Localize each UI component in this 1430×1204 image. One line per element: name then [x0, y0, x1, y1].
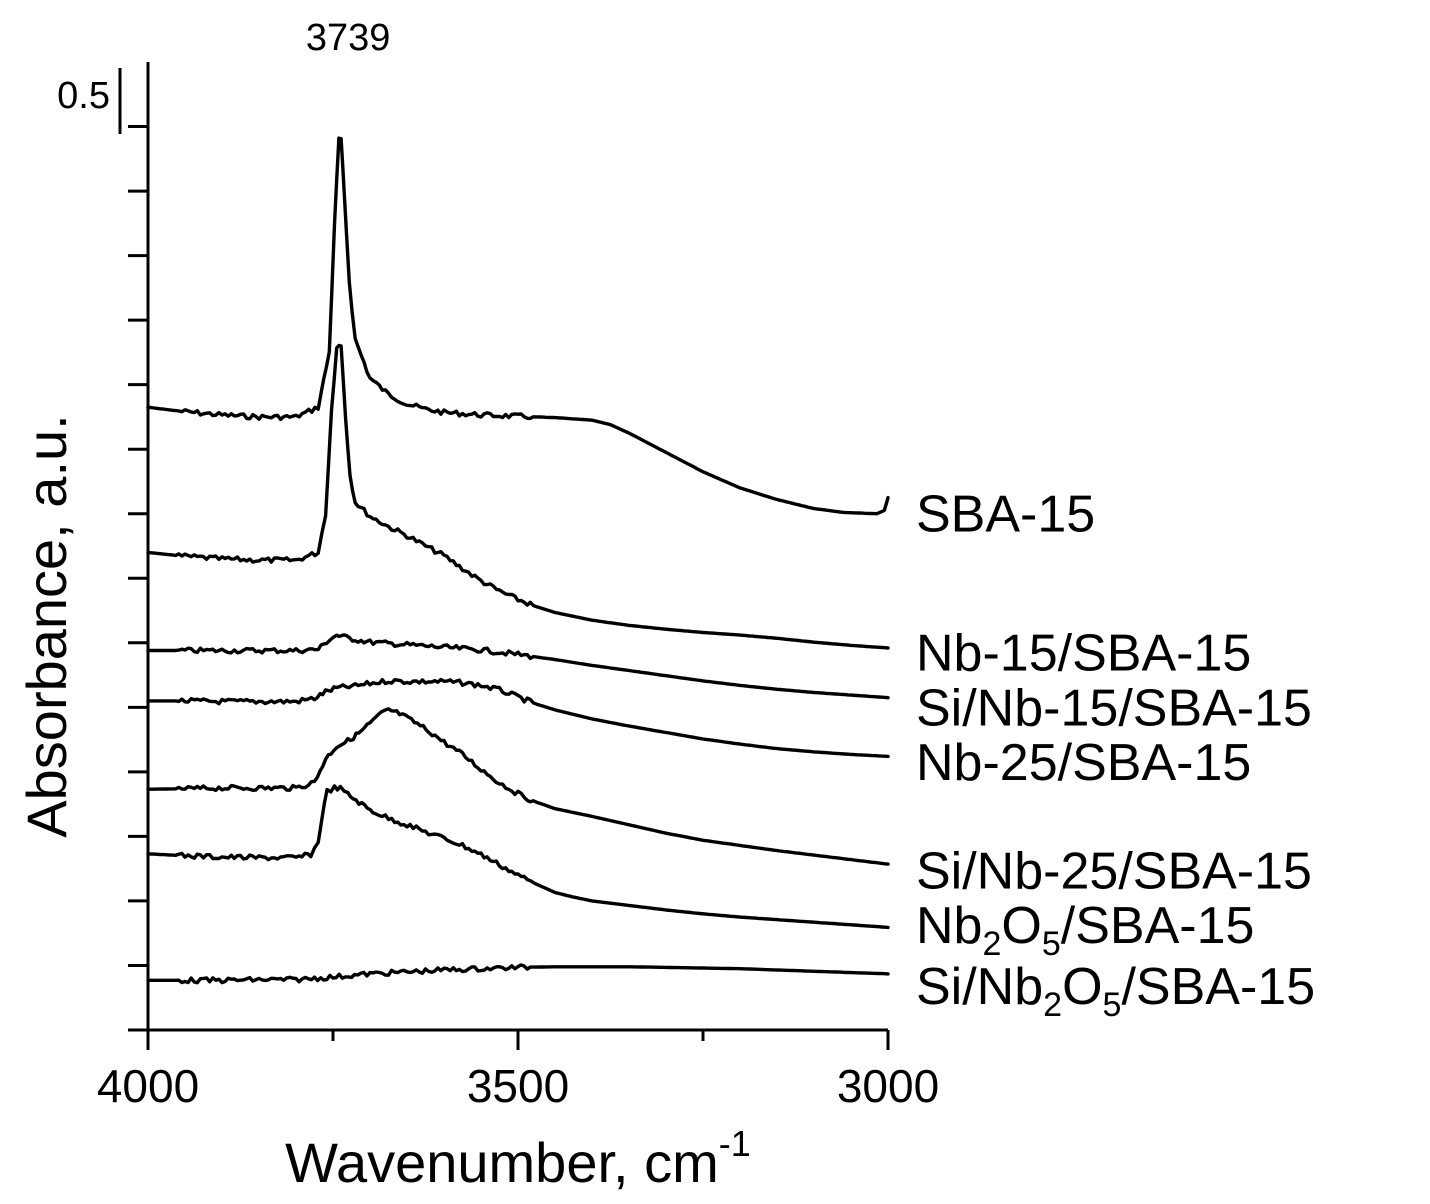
series-line-1 [146, 136, 890, 516]
x-axis-label-superscript: -1 [719, 1123, 751, 1164]
x-tick-label: 3500 [467, 1060, 569, 1112]
y-ticks [128, 125, 148, 1032]
series-label-2: Nb-15/SBA-15 [916, 624, 1251, 682]
series-line-2 [146, 343, 890, 650]
series-label-6: Nb2O5/SBA-15 [916, 897, 1254, 963]
series-label-5: Si/Nb-25/SBA-15 [916, 843, 1312, 901]
series-labels: SBA-15 Nb-15/SBA-15Si/Nb-15/SBA-15Nb-25/S… [916, 486, 1315, 1024]
series-line-5 [146, 707, 890, 866]
series-line-3 [146, 633, 890, 700]
series-line-7 [146, 963, 890, 985]
x-tick-label: 3000 [837, 1060, 939, 1112]
scale-bar: 0.5 [57, 68, 122, 134]
series-label-4: Nb-25/SBA-15 [916, 734, 1251, 792]
x-ticks: 4000 3500 3000 [97, 1030, 939, 1112]
x-axis-label: Wavenumber, cm-1 [285, 1123, 751, 1194]
series-label-1: SBA-15 [916, 486, 1095, 544]
series-line-6 [146, 784, 890, 930]
scale-bar-label: 0.5 [57, 75, 110, 117]
x-tick-label: 4000 [97, 1060, 199, 1112]
spectra-traces [146, 136, 890, 985]
annotations: 3739 [306, 17, 391, 59]
axes: 4000 3500 3000 [97, 62, 939, 1112]
peak-annotation: 3739 [306, 17, 391, 59]
series-label-3: Si/Nb-15/SBA-15 [916, 679, 1312, 737]
x-axis-label-text: Wavenumber, cm [285, 1131, 719, 1194]
y-axis-label: Absorbance, a.u. [15, 414, 78, 837]
series-label-7: Si/Nb2O5/SBA-15 [916, 958, 1315, 1024]
series-line-4 [146, 677, 890, 759]
